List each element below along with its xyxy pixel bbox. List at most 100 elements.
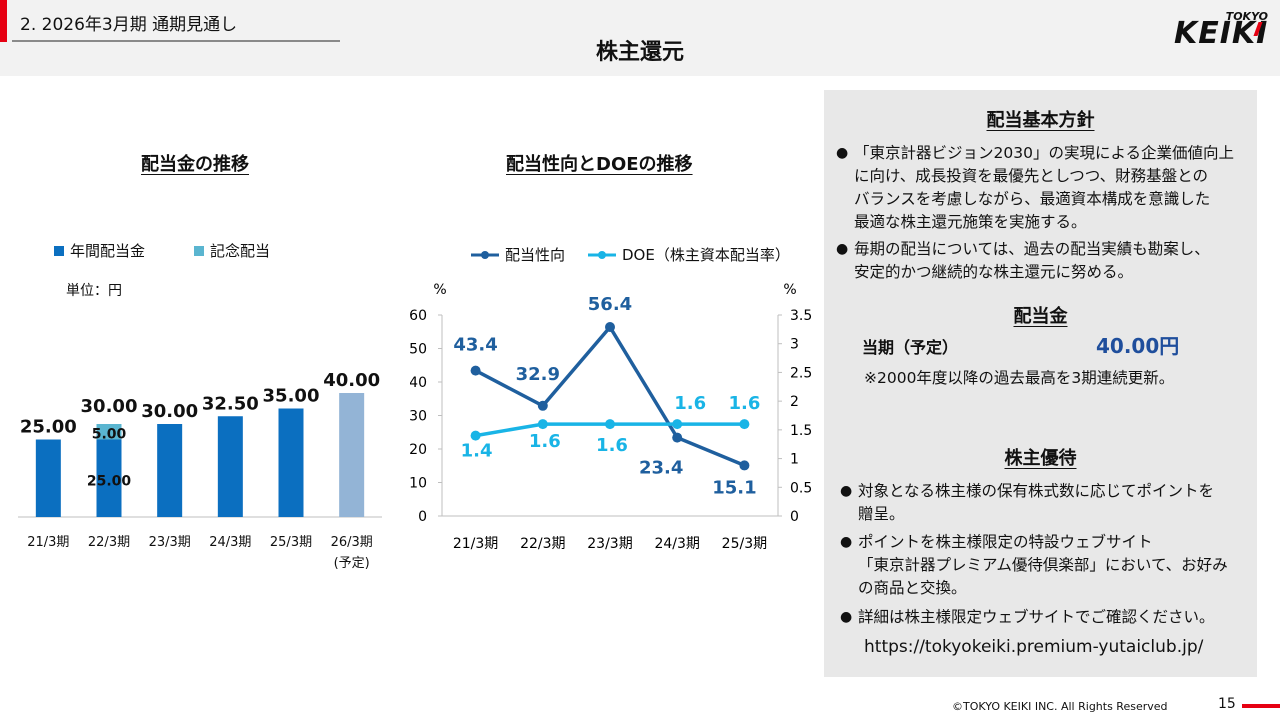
legend-line-doe: [588, 250, 616, 259]
header-rule: [12, 40, 340, 42]
y-right-tick-label: 2: [790, 394, 799, 410]
bar-annual-26/3期: [339, 393, 365, 517]
bullet-dot: ●: [836, 145, 849, 161]
x-category-label: 24/3期: [654, 536, 699, 552]
bar-annual-24/3期: [217, 416, 243, 517]
policy-bullet-1-line: バランスを考慮しながら、最適資本構成を意識した: [854, 190, 1211, 208]
page-title: 株主還元: [595, 40, 684, 65]
legend-swatch-commemorative: [194, 245, 204, 256]
benefits-bullet-1: ● 対象となる株主様の保有株式数に応じてポイントを 贈呈。: [840, 480, 1214, 526]
dividend-period-label: 当期（予定）: [862, 338, 959, 357]
y-left-tick-label: 40: [410, 375, 427, 391]
payout-ratio-point: [605, 322, 615, 333]
doe-point: [537, 419, 548, 430]
doe-label: 1.4: [461, 441, 493, 462]
bar-annual-22/3期: [96, 439, 122, 517]
bar-category-label: 21/3期: [27, 535, 69, 550]
payout-ratio-label: 32.9: [516, 364, 560, 385]
policy-bullet-2: ● 毎期の配当については、過去の配当実績も勘案し、 安定的かつ継続的な株主還元に…: [836, 238, 1210, 284]
payout-ratio-point: [537, 400, 548, 411]
benefits-url-link[interactable]: https://tokyokeiki.premium-yutaiclub.jp/: [864, 637, 1204, 657]
dividend-bar-chart: 25.00 21/3期 25.00 5.00 30.00 22/3期 30.00 23/3期 3…: [18, 370, 382, 571]
doe-label: 1.6: [596, 435, 628, 456]
y-left-tick-label: 0: [418, 509, 427, 525]
y-right-tick-label: 3: [790, 337, 799, 353]
company-logo: TOKYO KEIKI: [1172, 10, 1272, 51]
x-category-label: 25/3期: [722, 536, 767, 552]
payout-ratio-label: 56.4: [588, 294, 632, 315]
payout-legend-ratio: 配当性向: [471, 244, 565, 265]
bar-category-note: (予定): [334, 556, 370, 571]
benefits-bullet-2-line: ポイントを株主様限定の特設ウェブサイト: [858, 533, 1153, 551]
payout-line-chart: % % 0 10 20 30 40 50 60 0 0.5 1 1.5 2 2.5 3 3.5 21/3期 22/3…: [410, 282, 812, 552]
doe-point: [672, 419, 683, 430]
doe-label: 1.6: [529, 431, 561, 452]
bar-label-annual: 40.00: [323, 370, 380, 391]
benefits-heading: 株主優待: [1004, 448, 1077, 469]
y-right-tick-label: 0: [790, 509, 799, 525]
page-number-bar: [1242, 704, 1280, 708]
benefits-bullet-2: ● ポイントを株主様限定の特設ウェブサイト 「東京計器プレミアム優待倶楽部」にお…: [840, 531, 1228, 600]
policy-bullet-1-text: 「東京計器ビジョン2030」の実現による企業価値向上 に向け、成長投資を最優先と…: [854, 142, 1234, 234]
payout-legend-doe: DOE（株主資本配当率）: [588, 244, 790, 265]
benefits-bullet-1-line: 贈呈。: [858, 505, 905, 523]
x-category-label: 21/3期: [453, 536, 498, 552]
dividend-note: ※2000年度以降の過去最高を3期連続更新。: [864, 369, 1175, 387]
bar-label-total: 30.00: [81, 396, 138, 417]
benefits-bullet-1-text: 対象となる株主様の保有株式数に応じてポイントを 贈呈。: [858, 480, 1214, 526]
bullet-dot: ●: [836, 241, 849, 257]
policy-bullet-2-text: 毎期の配当については、過去の配当実績も勘案し、 安定的かつ継続的な株主還元に努め…: [854, 238, 1210, 284]
bar-annual-23/3期: [157, 424, 183, 517]
dividend-unit-label: 単位：円: [66, 283, 122, 299]
legend-swatch-annual: [54, 245, 64, 256]
copyright: ©TOKYO KEIKI INC. All Rights Reserved: [952, 700, 1168, 713]
bullet-dot: ●: [840, 609, 853, 625]
dividend-legend-annual: 年間配当金: [54, 240, 145, 261]
y-right-tick-label: 1.5: [790, 423, 812, 439]
dividend-chart-title: 配当金の推移: [141, 154, 249, 175]
legend-line-ratio: [471, 250, 499, 259]
y-right-tick-label: 1: [790, 452, 799, 468]
bar-category-label: 24/3期: [209, 535, 251, 550]
benefits-bullet-2-text: ポイントを株主様限定の特設ウェブサイト 「東京計器プレミアム優待倶楽部」において…: [858, 531, 1228, 600]
benefits-bullet-1-line: 対象となる株主様の保有株式数に応じてポイントを: [858, 482, 1215, 500]
bar-label-annual: 32.50: [202, 393, 259, 414]
header-band: [0, 0, 1280, 76]
policy-bullet-2-line: 安定的かつ継続的な株主還元に努める。: [854, 263, 1134, 281]
y-right-tick-label: 3.5: [790, 308, 812, 324]
doe-point: [739, 419, 750, 430]
page-number: 15: [1218, 696, 1236, 712]
payout-chart-title: 配当性向とDOEの推移: [506, 154, 693, 175]
bar-category-label: 22/3期: [88, 535, 130, 550]
y-left-tick-label: 20: [410, 442, 427, 458]
x-category-label: 23/3期: [587, 536, 632, 552]
y-left-tick-label: 10: [410, 476, 427, 492]
doe-point: [605, 419, 615, 430]
benefits-bullet-3: ● 詳細は株主様限定ウェブサイトでご確認ください。: [840, 606, 1215, 629]
bar-label-annual: 25.00: [87, 473, 132, 489]
y-right-unit: %: [783, 282, 796, 298]
bullet-dot: ●: [840, 534, 853, 550]
payout-ratio-point: [672, 432, 683, 443]
legend-label-ratio: 配当性向: [505, 246, 566, 264]
policy-bullet-1-line: に向け、成長投資を最優先としつつ、財務基盤との: [854, 167, 1209, 185]
bar-commemorative-22/3期: [96, 424, 122, 440]
legend-label-annual: 年間配当金: [70, 242, 146, 260]
bar-label-annual: 30.00: [141, 401, 198, 422]
y-left-tick-label: 60: [410, 308, 427, 324]
bar-category-label: 23/3期: [149, 535, 191, 550]
bar-category-label: 26/3期: [331, 535, 373, 550]
bar-label-annual: 35.00: [263, 386, 320, 407]
bar-annual-21/3期: [35, 439, 61, 517]
doe-label: 1.6: [674, 393, 706, 414]
payout-ratio-label: 43.4: [453, 335, 497, 356]
payout-ratio-point: [470, 365, 481, 376]
policy-heading: 配当基本方針: [986, 110, 1095, 131]
dividend-legend-commemorative: 記念配当: [194, 240, 270, 261]
doe-point: [470, 430, 481, 441]
legend-label-doe: DOE（株主資本配当率）: [622, 246, 790, 264]
benefits-bullet-2-line: 「東京計器プレミアム優待倶楽部」において、お好み: [858, 556, 1228, 574]
logo-small-text: TOKYO: [1225, 10, 1268, 23]
bar-label-commemorative: 5.00: [92, 427, 127, 443]
policy-bullet-1-line: 最適な株主還元施策を実施する。: [854, 213, 1087, 231]
